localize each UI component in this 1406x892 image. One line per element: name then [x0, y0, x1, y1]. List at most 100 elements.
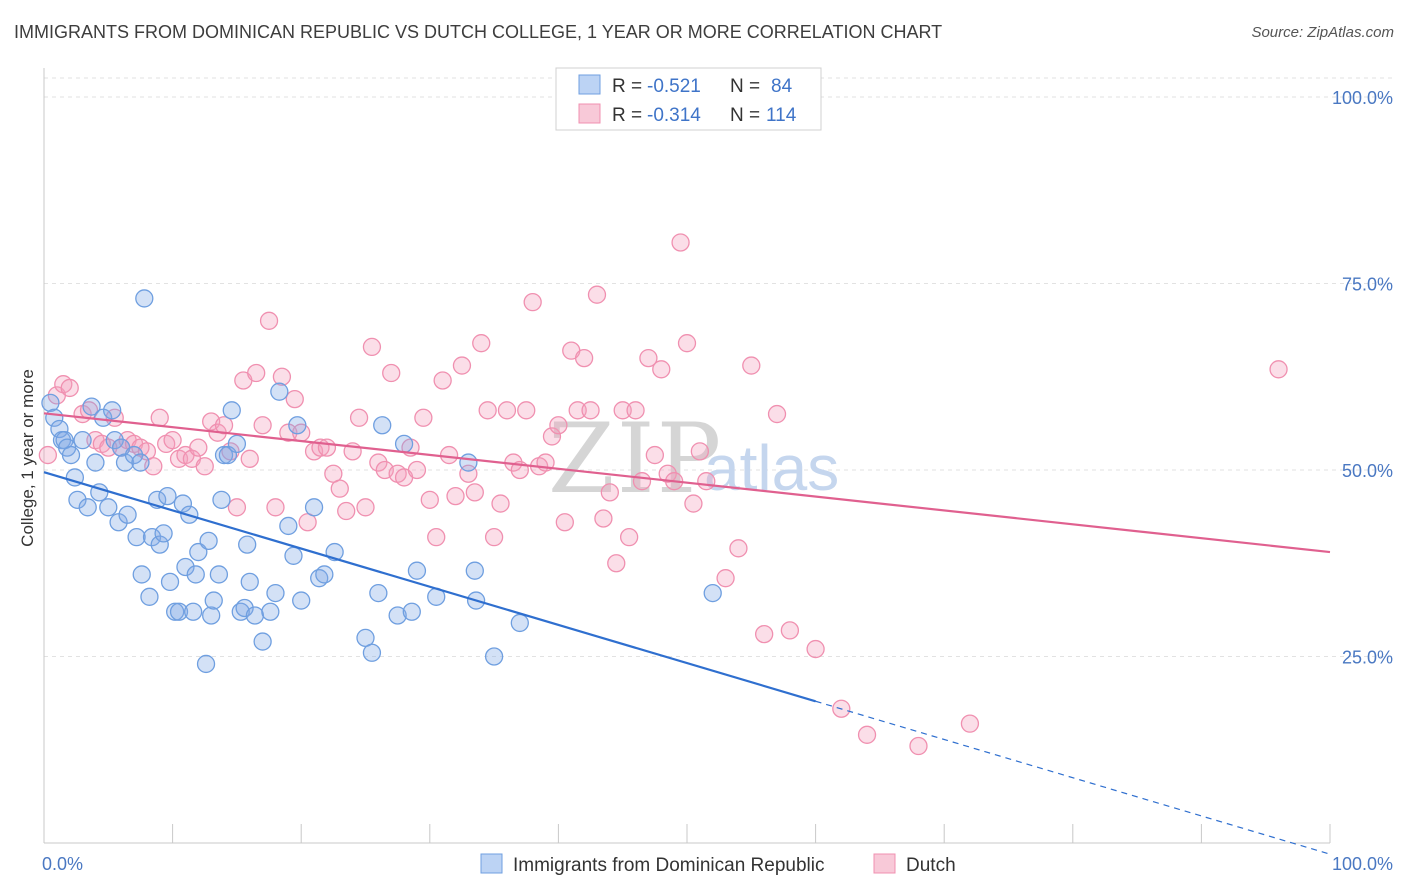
data-point-dominican — [131, 453, 150, 472]
data-point-dominican — [154, 524, 173, 543]
data-point-dutch — [240, 449, 259, 468]
data-point-dominican — [78, 498, 97, 517]
data-point-dutch — [407, 460, 427, 480]
data-point-dominican — [459, 453, 478, 472]
data-point-dutch — [452, 356, 472, 375]
data-point-dutch — [716, 569, 735, 588]
trend-line-dominican — [43, 471, 816, 703]
data-point-dominican — [394, 434, 414, 454]
data-point-dutch — [356, 498, 375, 517]
data-point-dominican — [82, 397, 101, 416]
bottom-legend-swatch-pink — [873, 853, 896, 874]
data-point-dominican — [266, 583, 285, 603]
data-point-dutch — [645, 445, 664, 465]
data-point-dominican — [402, 602, 421, 621]
data-point-dominican — [484, 647, 504, 666]
trend-lines — [43, 412, 1331, 855]
data-point-dutch — [259, 311, 279, 330]
legend-r-label: R = — [612, 105, 642, 126]
legend-n-label: N = — [730, 105, 760, 126]
data-point-dutch — [337, 501, 356, 521]
data-point-dominican — [105, 431, 124, 450]
data-point-dominican — [238, 535, 257, 554]
data-point-dominican — [176, 557, 195, 577]
data-point-dutch — [189, 438, 208, 457]
data-point-dominican — [86, 453, 105, 472]
data-point-dominican — [50, 419, 69, 439]
data-point-dominican — [304, 498, 324, 517]
data-point-dutch — [729, 539, 748, 558]
data-point-dutch — [446, 486, 465, 506]
data-point-dominican — [703, 583, 722, 603]
data-point-dutch — [555, 513, 574, 532]
data-point-dominican — [245, 606, 265, 625]
watermark-atlas: atlas — [704, 432, 839, 504]
gridlines — [44, 77, 1392, 657]
data-point-dominican — [166, 602, 185, 621]
bottom-legend: Immigrants from Dominican Republic Dutch — [480, 853, 956, 876]
data-point-dutch — [491, 494, 510, 513]
data-point-dominican — [465, 561, 484, 580]
legend: R = -0.521 N = 84 R = -0.314 N = 114 — [555, 67, 822, 131]
data-point-dominican — [253, 632, 272, 651]
legend-r-value-pink: -0.314 — [647, 105, 701, 126]
data-point-dominican — [173, 494, 193, 513]
data-point-dutch — [266, 498, 285, 517]
data-point-dominican — [235, 598, 254, 618]
data-point-dominican — [41, 393, 60, 413]
data-point-dutch — [806, 639, 825, 659]
data-point-dutch — [478, 401, 497, 420]
data-point-dominican — [315, 565, 334, 584]
data-point-dutch — [382, 363, 401, 383]
data-point-dutch — [317, 438, 337, 457]
data-point-dominican — [212, 490, 231, 509]
data-point-dutch — [1269, 360, 1288, 379]
legend-n-value-blue: 84 — [771, 76, 793, 97]
source-credit: Source: ZipAtlas.com — [1251, 24, 1394, 41]
data-point-dominican — [158, 486, 177, 506]
data-point-dominican — [142, 527, 162, 547]
data-point-dominican — [184, 602, 203, 621]
y-tick-label: 100.0% — [1332, 88, 1393, 108]
bottom-legend-swatch-blue — [480, 853, 503, 874]
data-point-dutch — [484, 527, 504, 547]
data-point-dominican — [209, 565, 229, 584]
data-point-dominican — [61, 445, 81, 465]
data-point-dominican — [118, 505, 137, 524]
data-point-dutch — [227, 498, 247, 517]
data-point-dominican — [189, 542, 208, 562]
data-point-dominican — [288, 416, 307, 435]
data-point-dominican — [160, 572, 180, 592]
data-point-dutch — [542, 427, 562, 446]
data-point-dominican — [186, 565, 205, 584]
y-tick-label: 25.0% — [1342, 648, 1393, 668]
data-point-dutch — [581, 401, 600, 420]
x-tick-label-min: 0.0% — [42, 854, 83, 874]
data-point-dutch — [420, 490, 439, 509]
data-point-dutch — [632, 472, 652, 491]
data-point-dutch — [427, 527, 446, 547]
data-point-dutch — [253, 416, 272, 435]
data-point-dutch — [330, 479, 349, 498]
chart-title: IMMIGRANTS FROM DOMINICAN REPUBLIC VS DU… — [14, 22, 943, 42]
data-point-dutch — [960, 714, 980, 733]
data-point-dominican — [124, 445, 144, 465]
data-point-dutch — [99, 438, 118, 457]
data-point-dutch — [600, 483, 619, 502]
data-point-dutch — [439, 445, 459, 465]
data-point-dominican — [169, 602, 189, 621]
data-point-dominican — [202, 606, 221, 625]
data-point-dominican — [510, 613, 529, 633]
data-point-dominican — [222, 401, 241, 420]
data-point-dominican — [261, 602, 280, 621]
data-point-dutch — [247, 363, 266, 383]
x-tick-labels: 0.0% 100.0% — [42, 854, 1393, 874]
data-point-dutch — [755, 624, 774, 644]
legend-swatch-blue — [578, 74, 601, 95]
data-point-dutch — [587, 285, 607, 304]
data-point-dutch — [472, 334, 491, 353]
data-point-dutch — [671, 233, 690, 252]
data-point-dutch — [574, 348, 594, 368]
legend-swatch-pink — [578, 103, 601, 124]
data-point-dutch — [742, 356, 761, 375]
